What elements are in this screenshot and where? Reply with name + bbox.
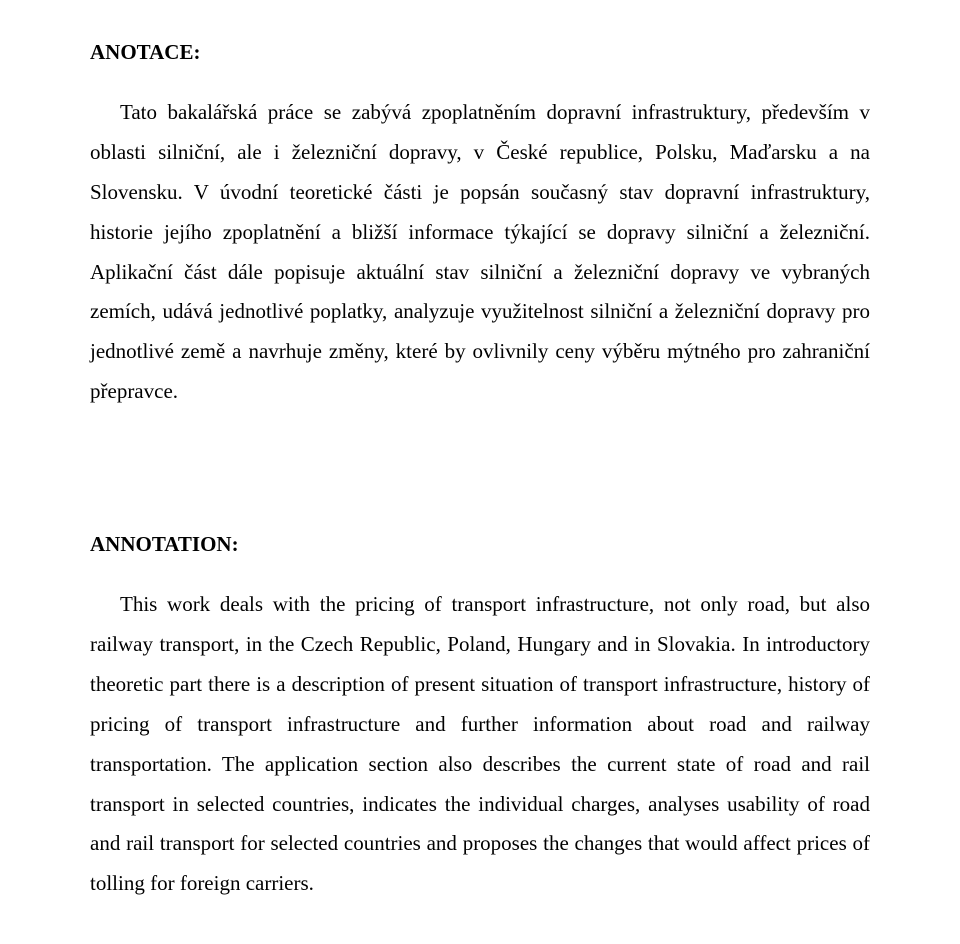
document-page: ANOTACE: Tato bakalářská práce se zabývá… (0, 0, 960, 944)
annotation-body: This work deals with the pricing of tran… (90, 585, 870, 904)
section-gap (90, 412, 870, 532)
annotation-heading: ANNOTATION: (90, 532, 870, 557)
anotace-body: Tato bakalářská práce se zabývá zpoplatn… (90, 93, 870, 412)
anotace-heading: ANOTACE: (90, 40, 870, 65)
